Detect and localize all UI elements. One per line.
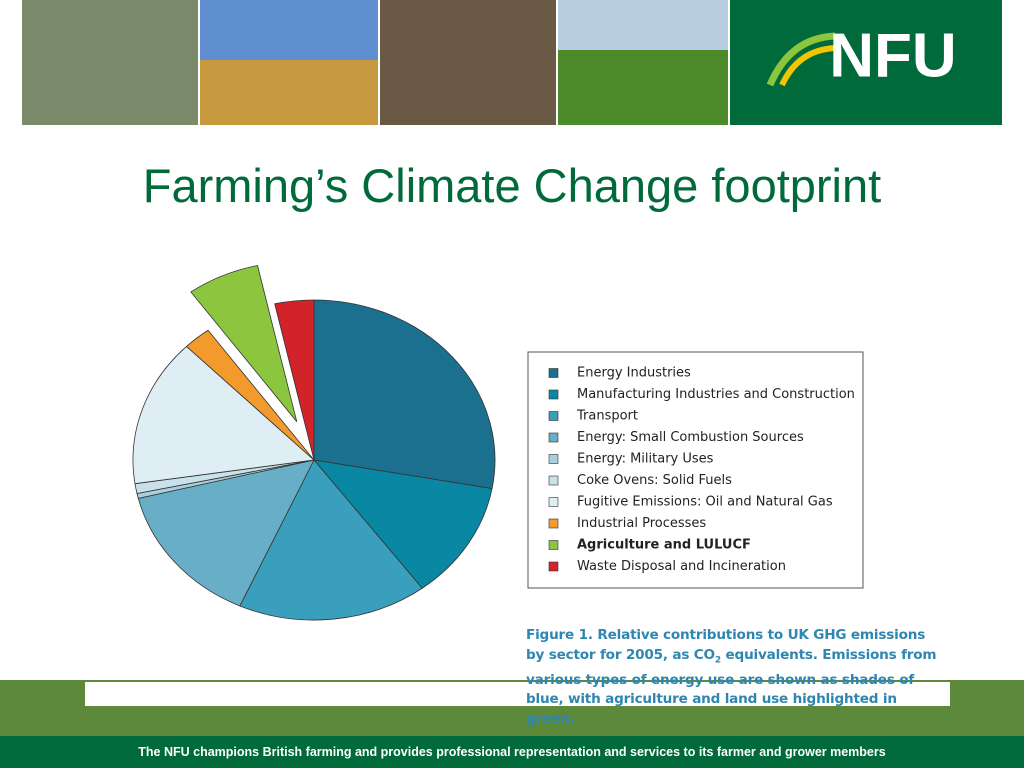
pie [132,265,496,621]
logo-arc [779,45,836,87]
legend-marker [548,411,559,421]
caption-text: equivalents. Emissions from various type… [526,646,937,727]
photo-crop [558,50,728,125]
photo-sky [200,0,378,60]
logo-arc [766,32,836,87]
photo-sky2 [558,0,728,50]
legend-label: Agriculture and LULUCF [577,538,751,553]
caption-subscript: 2 [714,655,721,666]
grass-mask [85,682,950,706]
legend-label: Transport [576,409,638,424]
pie-slice [274,299,315,461]
pie-slice [185,329,315,461]
legend-label: Fugitive Emissions: Oil and Natural Gas [577,495,833,510]
legend-marker [548,368,559,378]
legend-label: Energy: Small Combustion Sources [577,430,804,445]
legend-label: Manufacturing Industries and Constructio… [577,387,855,402]
legend-marker [548,475,559,486]
legend-marker [548,432,559,443]
pie-slice [312,459,493,589]
logo-text: NFU [829,21,956,90]
legend-box [527,351,864,589]
legend-marker [548,540,559,550]
pie-slice [313,299,496,490]
legend-marker [548,518,559,529]
pie-slice [132,345,315,485]
legend-marker [548,497,559,507]
legend-label: Waste Disposal and Incineration [577,559,786,574]
pie-slice [137,459,315,607]
legend-label: Energy Industries [577,366,691,381]
legend: Energy Industries Manufacturing Industrie… [548,366,855,574]
pie-slice [190,265,298,422]
legend-marker [548,454,559,464]
caption-text: Figure 1. Relative contributions to UK G… [526,627,926,663]
logo-box [730,0,1002,125]
photo-farmer [22,0,198,125]
legend-label: Industrial Processes [577,516,706,531]
pie-slice [239,459,423,621]
figure-caption: Figure 1. Relative contributions to UK G… [526,626,946,729]
photo-cows [380,0,556,125]
slide-title: Farming’s Climate Change footprint [142,159,882,212]
footer: The NFU champions British farming and pr… [0,736,1024,768]
legend-label: Coke Ovens: Solid Fuels [577,473,732,488]
legend-label: Energy: Military Uses [577,452,714,467]
legend-marker [548,561,559,572]
photo-field [200,60,378,125]
legend-marker [548,389,559,400]
